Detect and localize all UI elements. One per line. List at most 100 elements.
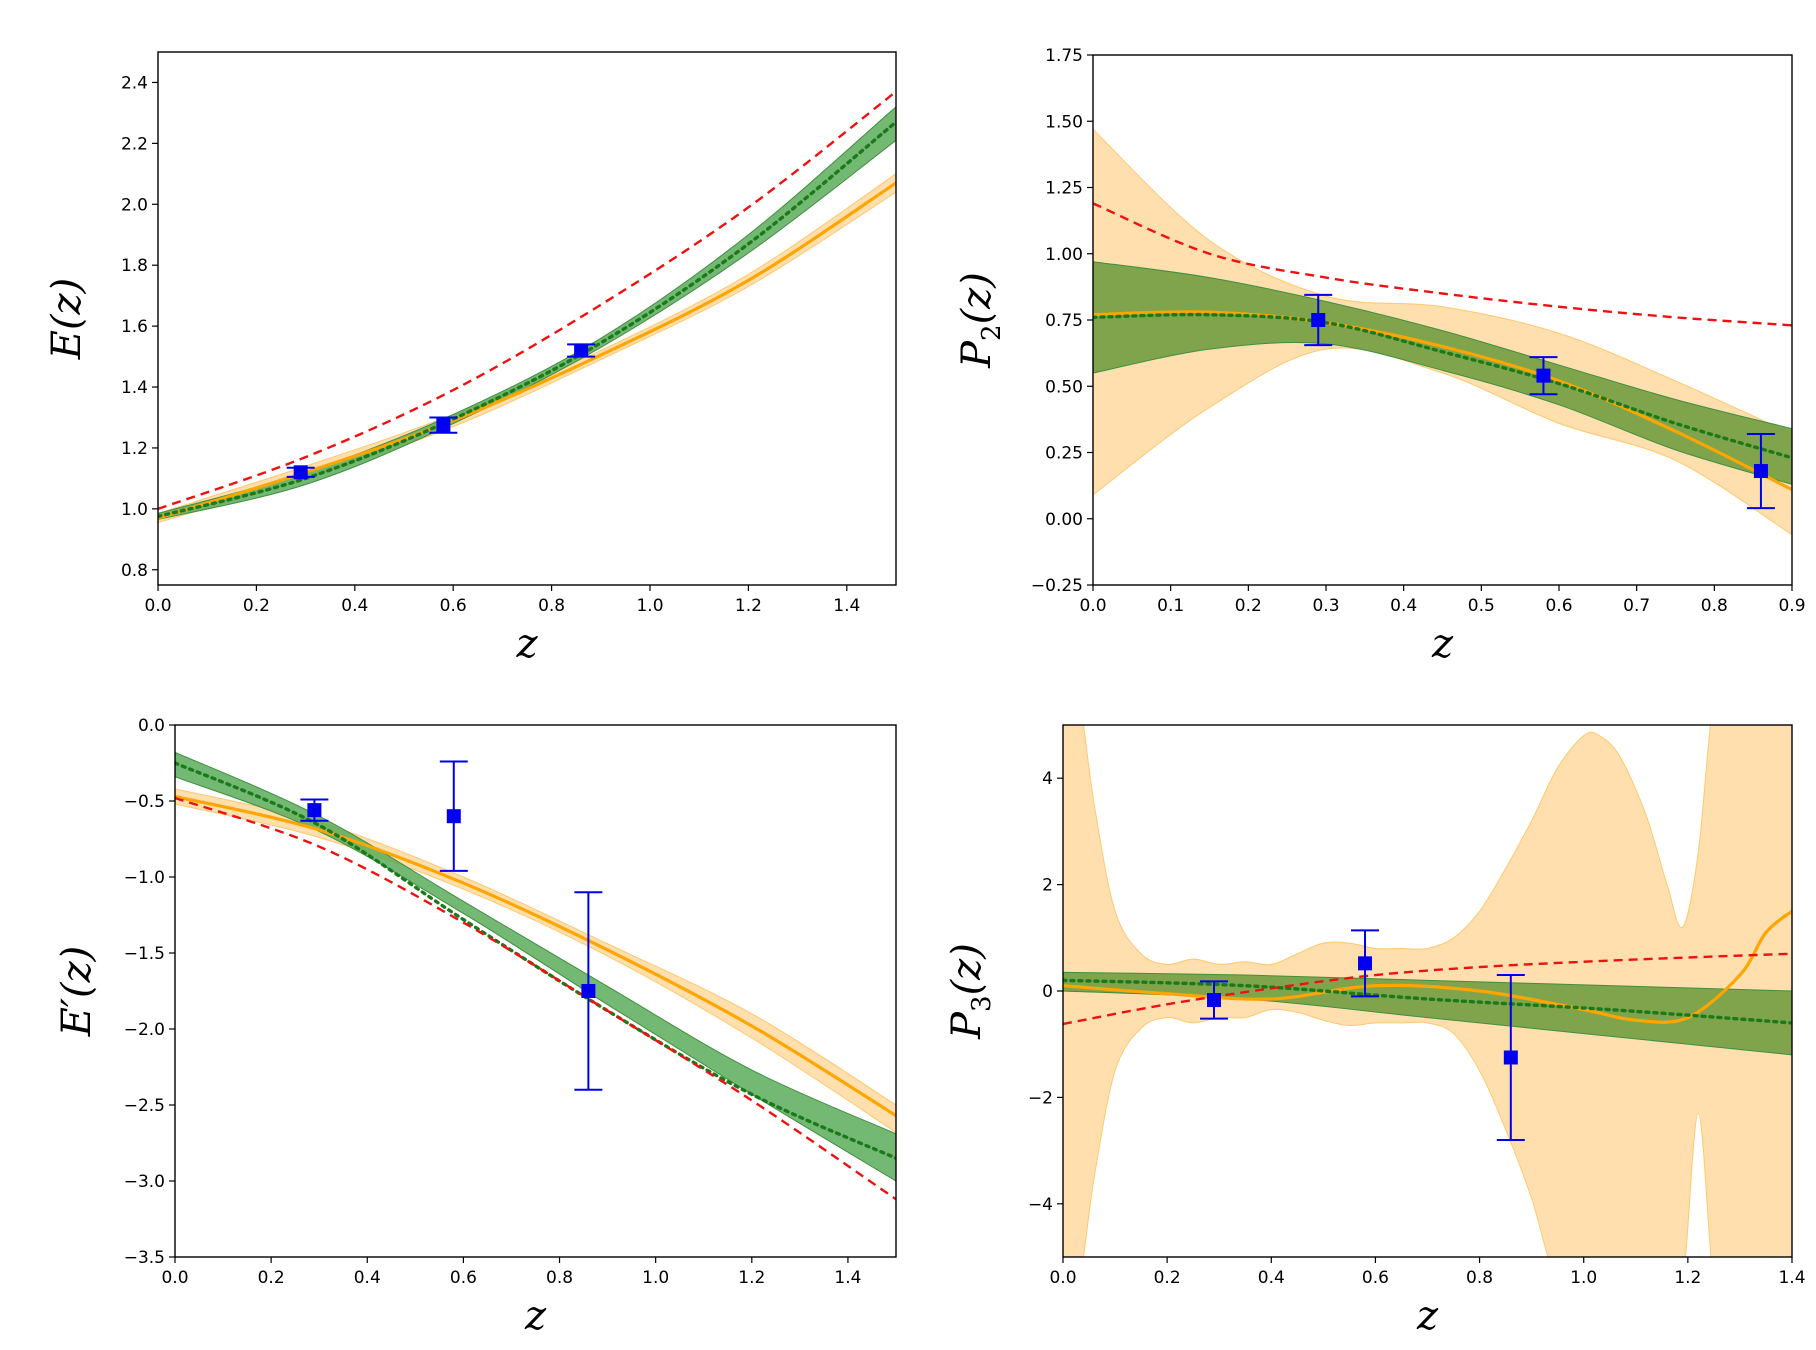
y-tick-label: 1.25 [1045, 179, 1083, 199]
y-tick-label: 0.8 [121, 561, 148, 581]
plot-area [1093, 128, 1792, 536]
y-axis-label: P3(z) [944, 943, 997, 1040]
data-point-errorbar [1496, 974, 1525, 1141]
red-dashed [158, 90, 896, 510]
y-tick-label: −0.25 [1031, 576, 1083, 596]
x-tick-label: 1.2 [1674, 1268, 1701, 1288]
x-axis-label: z [1416, 1293, 1439, 1339]
x-tick-label: 0.7 [1623, 596, 1650, 616]
y-tick-label: −2.0 [124, 1020, 165, 1040]
x-tick-label: 1.2 [735, 596, 762, 616]
data-point [1536, 368, 1551, 383]
x-tick-label: 0.6 [1362, 1268, 1389, 1288]
green-dotted [1093, 312, 1792, 460]
x-tick-label: 0.9 [1778, 596, 1805, 616]
x-tick-label: 1.4 [833, 596, 860, 616]
y-tick-label: 1.00 [1045, 245, 1083, 265]
y-tick-label: 1.0 [121, 500, 148, 520]
y-tick-label: 1.50 [1045, 112, 1083, 132]
data-point-errorbar [1200, 980, 1229, 1020]
plot-area [158, 90, 896, 524]
x-tick-label: 0.2 [1154, 1268, 1181, 1288]
data-point [574, 343, 589, 358]
y-tick-label: −0.5 [124, 792, 165, 812]
y-tick-label: 2.0 [121, 195, 148, 215]
x-tick-label: 0.3 [1312, 596, 1339, 616]
y-tick-label: −3.5 [124, 1248, 165, 1268]
y-tick-label: −4 [1028, 1195, 1053, 1215]
x-tick-label: 0.8 [1466, 1268, 1493, 1288]
data-point-errorbar [1351, 929, 1380, 998]
green-dotted [1063, 978, 1792, 1025]
data-point [307, 803, 322, 818]
x-tick-label: 0.4 [1258, 1268, 1285, 1288]
data-point [1503, 1050, 1518, 1065]
y-axis-label: E(z) [44, 278, 90, 360]
y-tick-label: 2.2 [121, 134, 148, 154]
data-point-errorbar [439, 760, 468, 872]
y-tick-label: 0.00 [1045, 510, 1083, 530]
x-tick-label: 0.5 [1468, 596, 1495, 616]
x-tick-label: 0.1 [1157, 596, 1184, 616]
x-axis-label: z [515, 621, 538, 667]
panel-e-prime-of-z: 0.0 0.2 0.4 0.6 0.8 1.0 1.2 1.4 −3.5 −3.0 −2.5 −2.0… [54, 716, 897, 1339]
y-tick-label: 1.8 [121, 256, 148, 276]
red-dashed [175, 796, 896, 1201]
data-point-errorbar [1304, 293, 1333, 347]
data-point-errorbar [574, 891, 603, 1091]
x-tick-label: 1.2 [738, 1268, 765, 1288]
data-point-errorbar [1746, 432, 1775, 510]
y-tick-label: 0.0 [138, 716, 165, 736]
data-point [1207, 993, 1222, 1008]
y-tick-label: 1.4 [121, 378, 148, 398]
x-tick-label: 1.0 [1570, 1268, 1597, 1288]
x-tick-label: 0.0 [1079, 596, 1106, 616]
x-tick-label: 1.4 [1778, 1268, 1805, 1288]
red-dashed [1093, 202, 1792, 327]
y-axis-label: P2(z) [954, 272, 1007, 369]
orange-line [158, 181, 896, 520]
plot-area [175, 751, 896, 1201]
data-point-errorbar [429, 416, 458, 434]
axes-frame [157, 51, 897, 586]
data-point-errorbar [1529, 356, 1558, 396]
x-tick-label: 1.4 [834, 1268, 861, 1288]
x-tick-label: 0.0 [144, 596, 171, 616]
x-axis-label: z [524, 1293, 547, 1339]
y-axis-label: E′(z) [54, 946, 100, 1038]
y-tick-label: 1.2 [121, 439, 148, 459]
data-point [1753, 464, 1768, 479]
x-tick-label: 1.0 [642, 1268, 669, 1288]
x-tick-label: 0.2 [1235, 596, 1262, 616]
data-point-errorbar [567, 343, 596, 358]
data-point [446, 809, 461, 824]
data-point [293, 465, 308, 480]
x-tick-label: 0.8 [538, 596, 565, 616]
orange-band [175, 788, 896, 1133]
x-tick-label: 0.6 [450, 1268, 477, 1288]
x-tick-label: 0.2 [258, 1268, 285, 1288]
x-tick-label: 0.8 [546, 1268, 573, 1288]
axes-frame [174, 724, 897, 1258]
orange-line [175, 794, 896, 1117]
data-point [581, 984, 596, 998]
panel-p2-of-z: 0.0 0.1 0.2 0.3 0.4 0.5 0.6 0.7 0.8 0.9 −0.25 0.00 0… [954, 46, 1806, 667]
green-dotted [158, 120, 896, 519]
green-band [158, 106, 896, 521]
x-tick-label: 0.0 [161, 1268, 188, 1288]
x-tick-label: 0.6 [1545, 596, 1572, 616]
panel-e-of-z: 0.0 0.2 0.4 0.6 0.8 1.0 1.2 1.4 0.8 1.0 1.2 1.4 1.6 1… [44, 51, 897, 667]
orange-line [1093, 310, 1792, 492]
y-tick-label: 1.75 [1045, 46, 1083, 66]
y-tick-label: 1.6 [121, 317, 148, 337]
y-tick-label: 4 [1042, 769, 1053, 789]
y-tick-label: 0.75 [1045, 311, 1083, 331]
x-tick-label: 0.6 [440, 596, 467, 616]
x-tick-label: 0.4 [341, 596, 368, 616]
data-point [1358, 956, 1373, 971]
x-tick-label: 0.0 [1049, 1268, 1076, 1288]
y-tick-label: −2.5 [124, 1096, 165, 1116]
data-point-errorbar [300, 798, 329, 822]
x-axis-label: z [1431, 621, 1454, 667]
y-tick-label: −1.5 [124, 944, 165, 964]
